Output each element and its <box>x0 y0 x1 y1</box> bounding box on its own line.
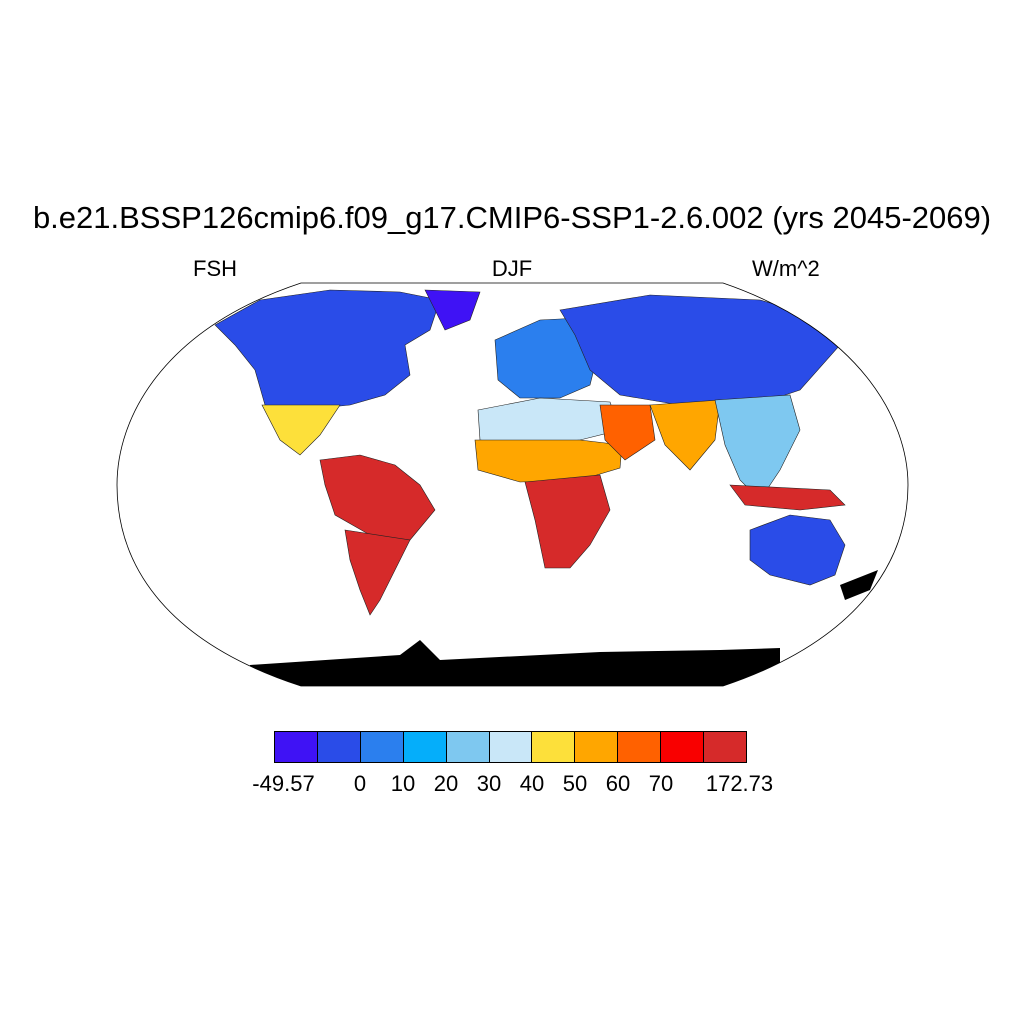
units-label: W/m^2 <box>752 256 820 281</box>
region-south-america-north <box>319 454 436 541</box>
colorbar-tick-label: 70 <box>648 771 674 796</box>
colorbar-box <box>704 732 746 762</box>
colorbar-box <box>275 732 318 762</box>
colorbar-box <box>661 732 705 762</box>
colorbar-tick-label: 30 <box>476 771 502 796</box>
colorbar-tick-label: 10 <box>390 771 416 796</box>
region-maritime <box>729 484 846 511</box>
colorbar-box <box>532 732 576 762</box>
colorbar-box <box>446 732 490 762</box>
season-label: DJF <box>491 256 533 281</box>
region-sahel <box>474 439 623 483</box>
colorbar-box <box>360 732 404 762</box>
colorbar-box <box>403 732 447 762</box>
region-sahara <box>477 397 621 446</box>
region-australia <box>749 514 846 586</box>
region-siberia <box>559 294 841 411</box>
region-southern-africa <box>524 474 611 569</box>
colorbar <box>274 731 747 763</box>
colorbar-tick-label: 0 <box>353 771 367 796</box>
region-antarctica <box>250 640 780 686</box>
colorbar-box <box>317 732 361 762</box>
variable-label: FSH <box>193 256 237 281</box>
region-mexico <box>261 404 341 456</box>
region-new-zealand <box>840 570 878 600</box>
region-arabia <box>599 404 656 461</box>
colorbar-box <box>618 732 662 762</box>
colorbar-tick-label: 20 <box>433 771 459 796</box>
region-greenland <box>424 289 481 331</box>
colorbar-tick-label: 50 <box>562 771 588 796</box>
region-south-america-south <box>344 529 411 616</box>
region-north-america-north <box>214 289 441 411</box>
region-india <box>649 399 721 471</box>
colorbar-tick-label: 40 <box>519 771 545 796</box>
map-boundary <box>116 282 909 687</box>
colorbar-tick-label: 60 <box>605 771 631 796</box>
colorbar-tick-label: -49.57 <box>252 771 315 796</box>
continents-layer <box>214 289 878 686</box>
colorbar-box <box>489 732 533 762</box>
region-se-asia <box>714 394 801 501</box>
colorbar-box <box>575 732 619 762</box>
colorbar-tick-label: 172.73 <box>705 771 774 796</box>
region-europe <box>494 317 601 399</box>
plot-title: b.e21.BSSP126cmip6.f09_g17.CMIP6-SSP1-2.… <box>32 200 992 235</box>
